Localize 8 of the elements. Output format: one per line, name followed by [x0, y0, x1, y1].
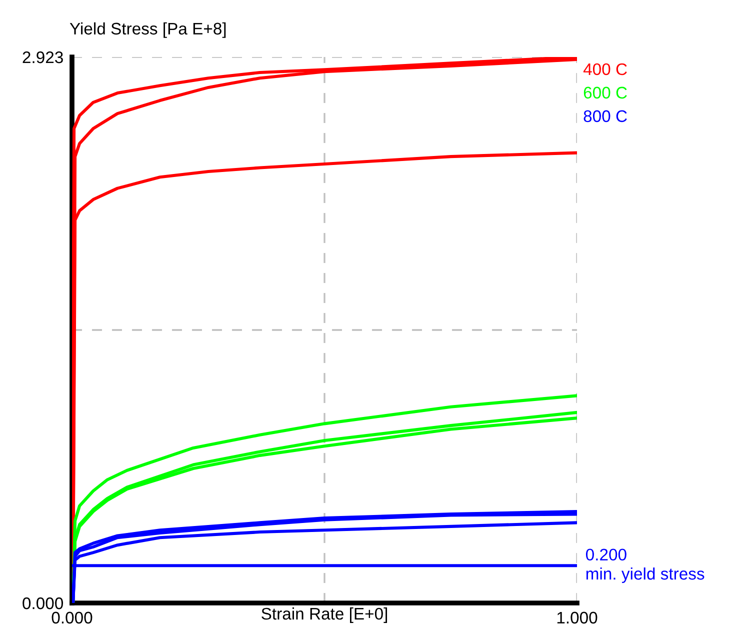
series-label: 400 C: [583, 63, 627, 76]
x-tick-label: 1.000: [557, 612, 598, 624]
y-axis-title: Yield Stress [Pa E+8]: [70, 22, 226, 38]
y-tick-label: 2.923: [22, 51, 63, 64]
ref-line-label: 0.200 min. yield stress: [586, 548, 704, 583]
text: 600 C: [584, 86, 627, 99]
x-axis-title: Strain Rate [E+0]: [262, 607, 388, 623]
text: 800 C: [584, 110, 627, 122]
